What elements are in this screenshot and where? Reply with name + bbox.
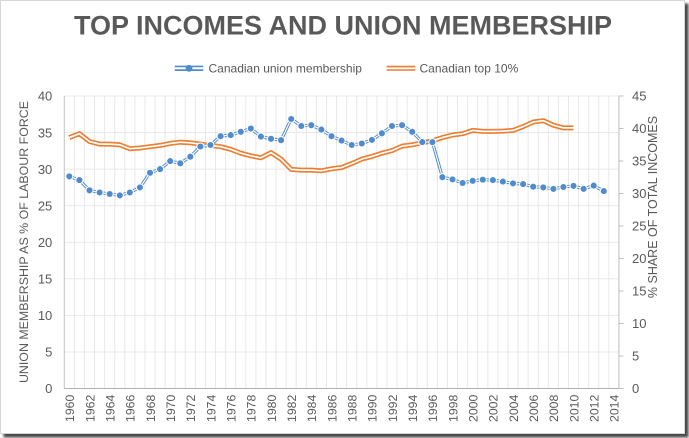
svg-text:1980: 1980 — [265, 394, 279, 422]
svg-text:25: 25 — [632, 219, 646, 234]
svg-text:1982: 1982 — [285, 394, 299, 422]
svg-text:1972: 1972 — [184, 394, 198, 422]
svg-text:Canadian union membership: Canadian union membership — [209, 62, 363, 76]
svg-text:40: 40 — [38, 89, 52, 104]
svg-text:2012: 2012 — [588, 394, 602, 422]
svg-text:1998: 1998 — [446, 394, 460, 422]
svg-text:15: 15 — [38, 272, 52, 287]
svg-text:10: 10 — [38, 308, 52, 323]
svg-text:1966: 1966 — [124, 394, 138, 422]
svg-text:0: 0 — [632, 381, 639, 396]
svg-text:1974: 1974 — [204, 394, 218, 422]
svg-text:15: 15 — [632, 284, 646, 299]
svg-text:1990: 1990 — [366, 394, 380, 422]
svg-text:2010: 2010 — [567, 394, 581, 422]
svg-text:1978: 1978 — [245, 394, 259, 422]
svg-text:1976: 1976 — [225, 394, 239, 422]
svg-text:30: 30 — [38, 162, 52, 177]
svg-text:2008: 2008 — [547, 394, 561, 422]
svg-text:20: 20 — [38, 235, 52, 250]
svg-text:45: 45 — [632, 89, 646, 104]
svg-text:30: 30 — [632, 186, 646, 201]
svg-text:TOP INCOMES AND UNION MEMBERSH: TOP INCOMES AND UNION MEMBERSHIP — [74, 11, 612, 41]
svg-text:1964: 1964 — [104, 394, 118, 422]
svg-text:1994: 1994 — [406, 394, 420, 422]
svg-text:1960: 1960 — [63, 394, 77, 422]
svg-text:2002: 2002 — [487, 394, 501, 422]
svg-text:0: 0 — [45, 381, 52, 396]
svg-text:Canadian top 10%: Canadian top 10% — [420, 62, 519, 76]
svg-text:2004: 2004 — [507, 394, 521, 422]
svg-text:40: 40 — [632, 121, 646, 136]
svg-text:2006: 2006 — [527, 394, 541, 422]
svg-text:5: 5 — [45, 345, 52, 360]
svg-text:20: 20 — [632, 251, 646, 266]
svg-text:1970: 1970 — [164, 394, 178, 422]
svg-text:1962: 1962 — [83, 394, 97, 422]
svg-text:25: 25 — [38, 198, 52, 213]
svg-text:2014: 2014 — [608, 394, 622, 422]
svg-text:1988: 1988 — [346, 394, 360, 422]
svg-text:% SHARE OF TOTAL INCOMES: % SHARE OF TOTAL INCOMES — [646, 116, 660, 298]
svg-text:10: 10 — [632, 316, 646, 331]
svg-text:1968: 1968 — [144, 394, 158, 422]
svg-text:35: 35 — [632, 154, 646, 169]
svg-text:35: 35 — [38, 125, 52, 140]
svg-text:1986: 1986 — [325, 394, 339, 422]
svg-text:UNION MEMBERSHIP AS % OF LABOU: UNION MEMBERSHIP AS % OF LABOUR FORCE — [17, 101, 31, 383]
svg-text:2000: 2000 — [467, 394, 481, 422]
svg-text:5: 5 — [632, 349, 639, 364]
svg-text:1996: 1996 — [426, 394, 440, 422]
svg-text:1992: 1992 — [386, 394, 400, 422]
svg-text:1984: 1984 — [305, 394, 319, 422]
